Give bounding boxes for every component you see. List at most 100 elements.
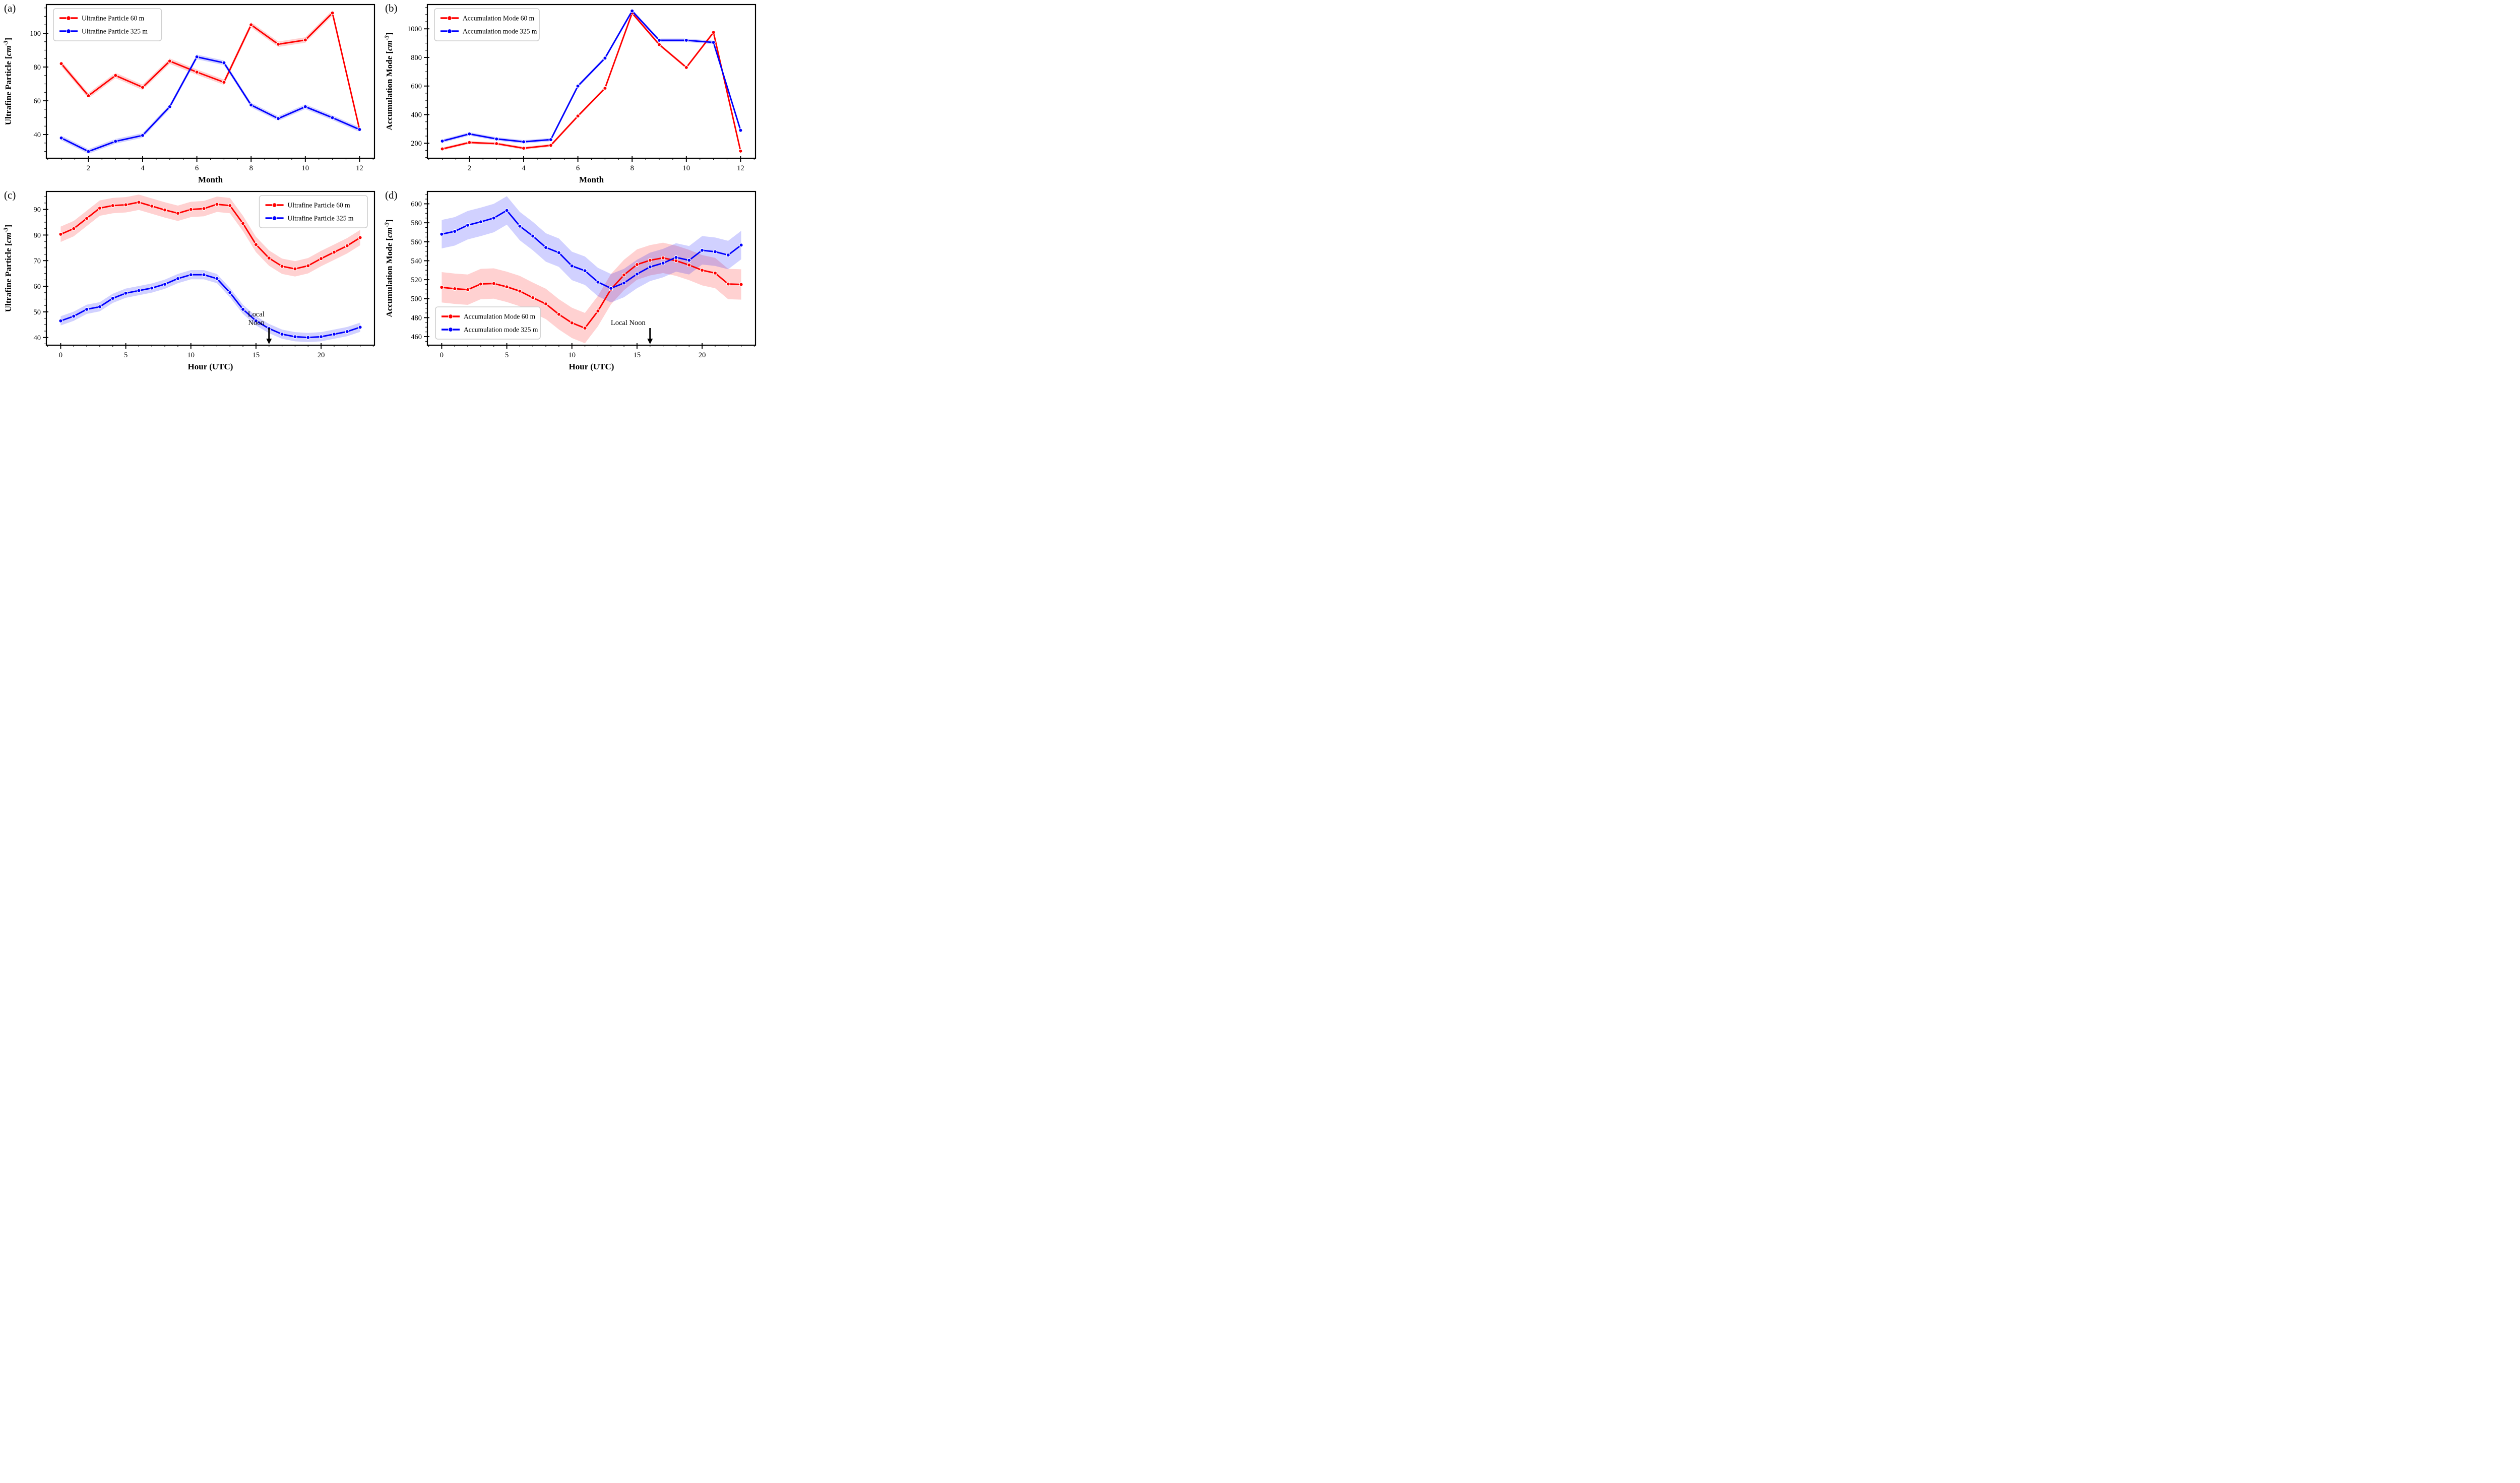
axes-frame <box>426 4 757 159</box>
legend-entry-label: Accumulation mode 325 m <box>464 326 538 334</box>
legend-box <box>53 8 162 41</box>
data-point <box>175 211 180 216</box>
data-point <box>739 282 743 287</box>
data-point <box>630 9 635 13</box>
x-tick-label: 6 <box>576 164 580 172</box>
data-point <box>521 140 526 144</box>
data-point <box>453 286 457 291</box>
data-point <box>726 282 730 286</box>
data-point <box>58 318 63 323</box>
data-point <box>548 143 553 148</box>
data-point <box>661 261 665 266</box>
y-tick-label: 600 <box>411 83 422 91</box>
panel-b-label: (b) <box>385 2 398 14</box>
series-markers-accumulation-60m <box>440 11 743 154</box>
legend-marker <box>448 314 453 319</box>
x-axis-label: Hour (UTC) <box>569 362 614 371</box>
x-axis-label: Month <box>198 175 223 184</box>
data-point <box>521 146 526 151</box>
data-point <box>162 208 167 212</box>
data-point <box>167 59 172 63</box>
y-tick-label: 580 <box>411 219 422 227</box>
y-axis-label: Accumulation Mode [cm-3] <box>383 32 394 130</box>
y-tick-label: 50 <box>34 308 41 316</box>
data-point <box>596 280 600 284</box>
band-ultrafine-60m <box>60 195 360 277</box>
data-point <box>254 318 259 323</box>
x-tick-label: 0 <box>59 351 62 359</box>
legend-box <box>435 306 541 340</box>
data-point <box>162 282 167 287</box>
legend-marker <box>66 29 71 34</box>
arrow-down-icon <box>266 339 272 344</box>
data-point <box>657 38 662 43</box>
data-point <box>478 282 483 286</box>
panel-c-label: (c) <box>4 189 16 201</box>
x-tick-label: 4 <box>522 164 526 172</box>
data-point <box>215 276 219 281</box>
legend-entry-label: Accumulation Mode 60 m <box>464 313 536 320</box>
data-point <box>332 332 337 337</box>
data-point <box>657 42 662 47</box>
x-tick-label: 5 <box>124 351 128 359</box>
data-point <box>293 267 297 271</box>
data-point <box>648 258 652 263</box>
data-point <box>440 139 445 144</box>
panel-d-plot: 0 5 10 15 20 460 480 500 520 540 560 580 600 Hour (UT… <box>383 190 757 371</box>
panel-a: (a) 2 4 6 8 10 12 40 60 80 100 Month Ultrafine Part… <box>0 0 381 187</box>
data-point <box>123 291 128 296</box>
local-noon-text: Local <box>248 310 265 318</box>
data-point <box>531 295 535 300</box>
data-point <box>603 56 607 60</box>
data-point <box>467 132 472 136</box>
tick-labels: 0 5 10 15 20 460 480 500 520 540 560 580 600 <box>411 200 706 359</box>
legend: Accumulation Mode 60 m Accumulation mode … <box>435 306 541 340</box>
axes-frame <box>45 4 375 159</box>
data-point <box>738 149 743 154</box>
local-noon-text: Local Noon <box>611 319 646 327</box>
data-point <box>228 290 232 295</box>
data-point <box>684 38 689 43</box>
y-tick-label: 100 <box>30 30 41 38</box>
legend-entry-label: Accumulation mode 325 m <box>463 28 537 35</box>
y-tick-label: 800 <box>411 54 422 62</box>
x-tick-label: 20 <box>318 351 325 359</box>
y-tick-label: 40 <box>34 334 41 342</box>
legend-marker <box>66 16 71 21</box>
series-markers-ultrafine-325m <box>59 54 362 154</box>
data-point <box>494 137 499 141</box>
axes-frame <box>45 190 375 346</box>
data-point <box>303 104 308 109</box>
data-point <box>222 80 226 85</box>
y-tick-label: 200 <box>411 140 422 148</box>
legend-box <box>434 8 540 41</box>
data-point <box>357 127 362 132</box>
panel-c: (c) 0 5 10 15 20 40 50 60 70 80 90 Hour (UTC) Ultraf… <box>0 187 381 374</box>
data-point <box>332 250 337 254</box>
data-point <box>97 304 102 309</box>
data-point <box>648 265 652 269</box>
data-point <box>576 114 580 118</box>
x-tick-label: 0 <box>440 351 444 359</box>
data-point <box>358 235 362 240</box>
data-point <box>345 329 349 334</box>
data-point <box>86 149 91 154</box>
band-ultrafine-60m <box>61 10 360 133</box>
legend-entry-label: Ultrafine Particle 60 m <box>288 202 351 209</box>
major-ticks <box>43 209 322 349</box>
series-line-accumulation-325m <box>442 10 741 143</box>
data-point <box>228 203 232 208</box>
data-point <box>570 264 574 268</box>
data-point <box>738 128 743 133</box>
x-tick-label: 2 <box>87 164 90 172</box>
data-point <box>306 264 310 268</box>
data-point <box>195 70 199 75</box>
data-point <box>465 287 470 292</box>
data-point <box>453 229 457 234</box>
y-tick-label: 500 <box>411 295 422 303</box>
data-point <box>518 289 522 293</box>
local-noon-annotation: Local Noon <box>611 319 653 344</box>
data-point <box>167 104 172 109</box>
data-point <box>674 255 678 260</box>
